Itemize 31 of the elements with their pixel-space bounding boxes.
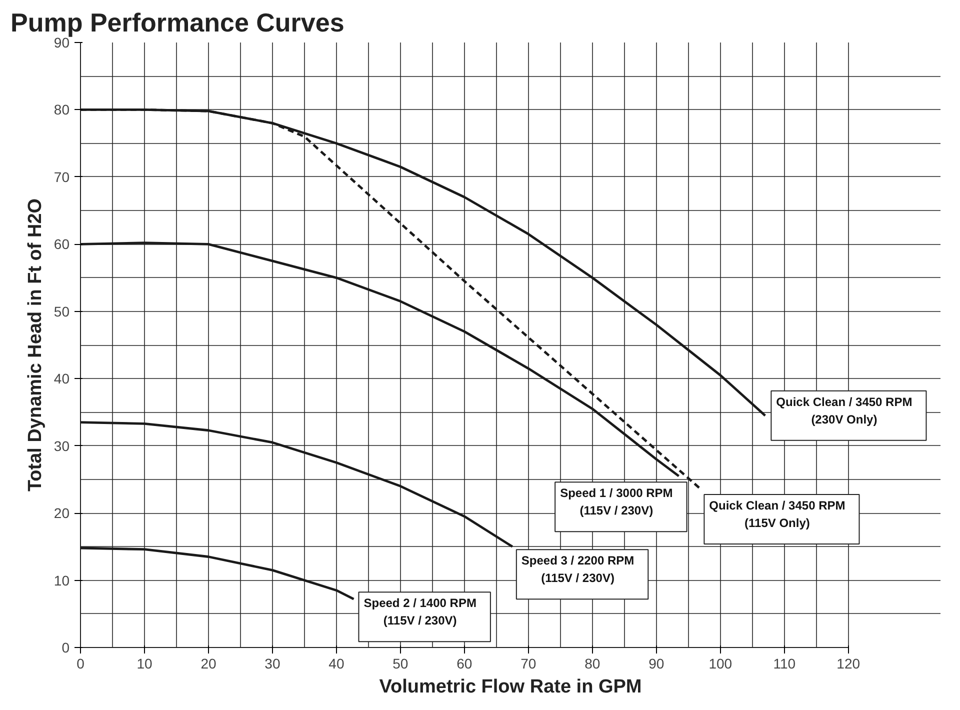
x-tick-label: 90 — [648, 656, 664, 672]
series-label: Speed 1 / 3000 RPM (115V / 230V) — [560, 486, 673, 518]
y-tick-label: 50 — [54, 303, 70, 320]
x-tick-label: 0 — [76, 656, 85, 672]
x-tick-label: 60 — [456, 656, 472, 672]
chart-title: Pump Performance Curves — [10, 8, 344, 38]
x-tick-label: 30 — [264, 656, 280, 672]
y-tick-label: 40 — [54, 370, 70, 387]
x-tick-label: 70 — [520, 656, 536, 672]
y-tick-label: 70 — [54, 168, 70, 185]
x-tick-label: 80 — [584, 656, 600, 672]
x-tick-label: 120 — [836, 656, 860, 672]
series-label: Quick Clean / 3450 RPM (115V Only) — [709, 498, 846, 530]
x-tick-label: 20 — [200, 656, 216, 672]
y-axis-title: Total Dynamic Head in Ft of H2O — [24, 198, 46, 492]
y-tick-label: 20 — [54, 505, 70, 522]
y-tick-label: 30 — [54, 438, 70, 454]
series-label: Quick Clean / 3450 RPM (230V Only) — [776, 394, 912, 426]
y-tick-label: 60 — [54, 236, 70, 252]
y-tick-label: 90 — [54, 34, 70, 50]
x-tick-label: 100 — [708, 656, 732, 672]
y-tick-label: 10 — [54, 572, 70, 588]
x-tick-label: 10 — [136, 656, 152, 672]
x-tick-label: 110 — [773, 656, 796, 672]
y-tick-label: 0 — [62, 640, 70, 656]
x-tick-label: 50 — [392, 656, 408, 672]
series-label: Speed 2 / 1400 RPM (115V / 230V) — [364, 596, 476, 628]
x-tick-label: 40 — [328, 656, 344, 672]
series-label: Speed 3 / 2200 RPM (115V / 230V) — [521, 554, 634, 586]
y-tick-label: 80 — [54, 102, 70, 118]
x-axis-title: Volumetric Flow Rate in GPM — [379, 676, 642, 698]
